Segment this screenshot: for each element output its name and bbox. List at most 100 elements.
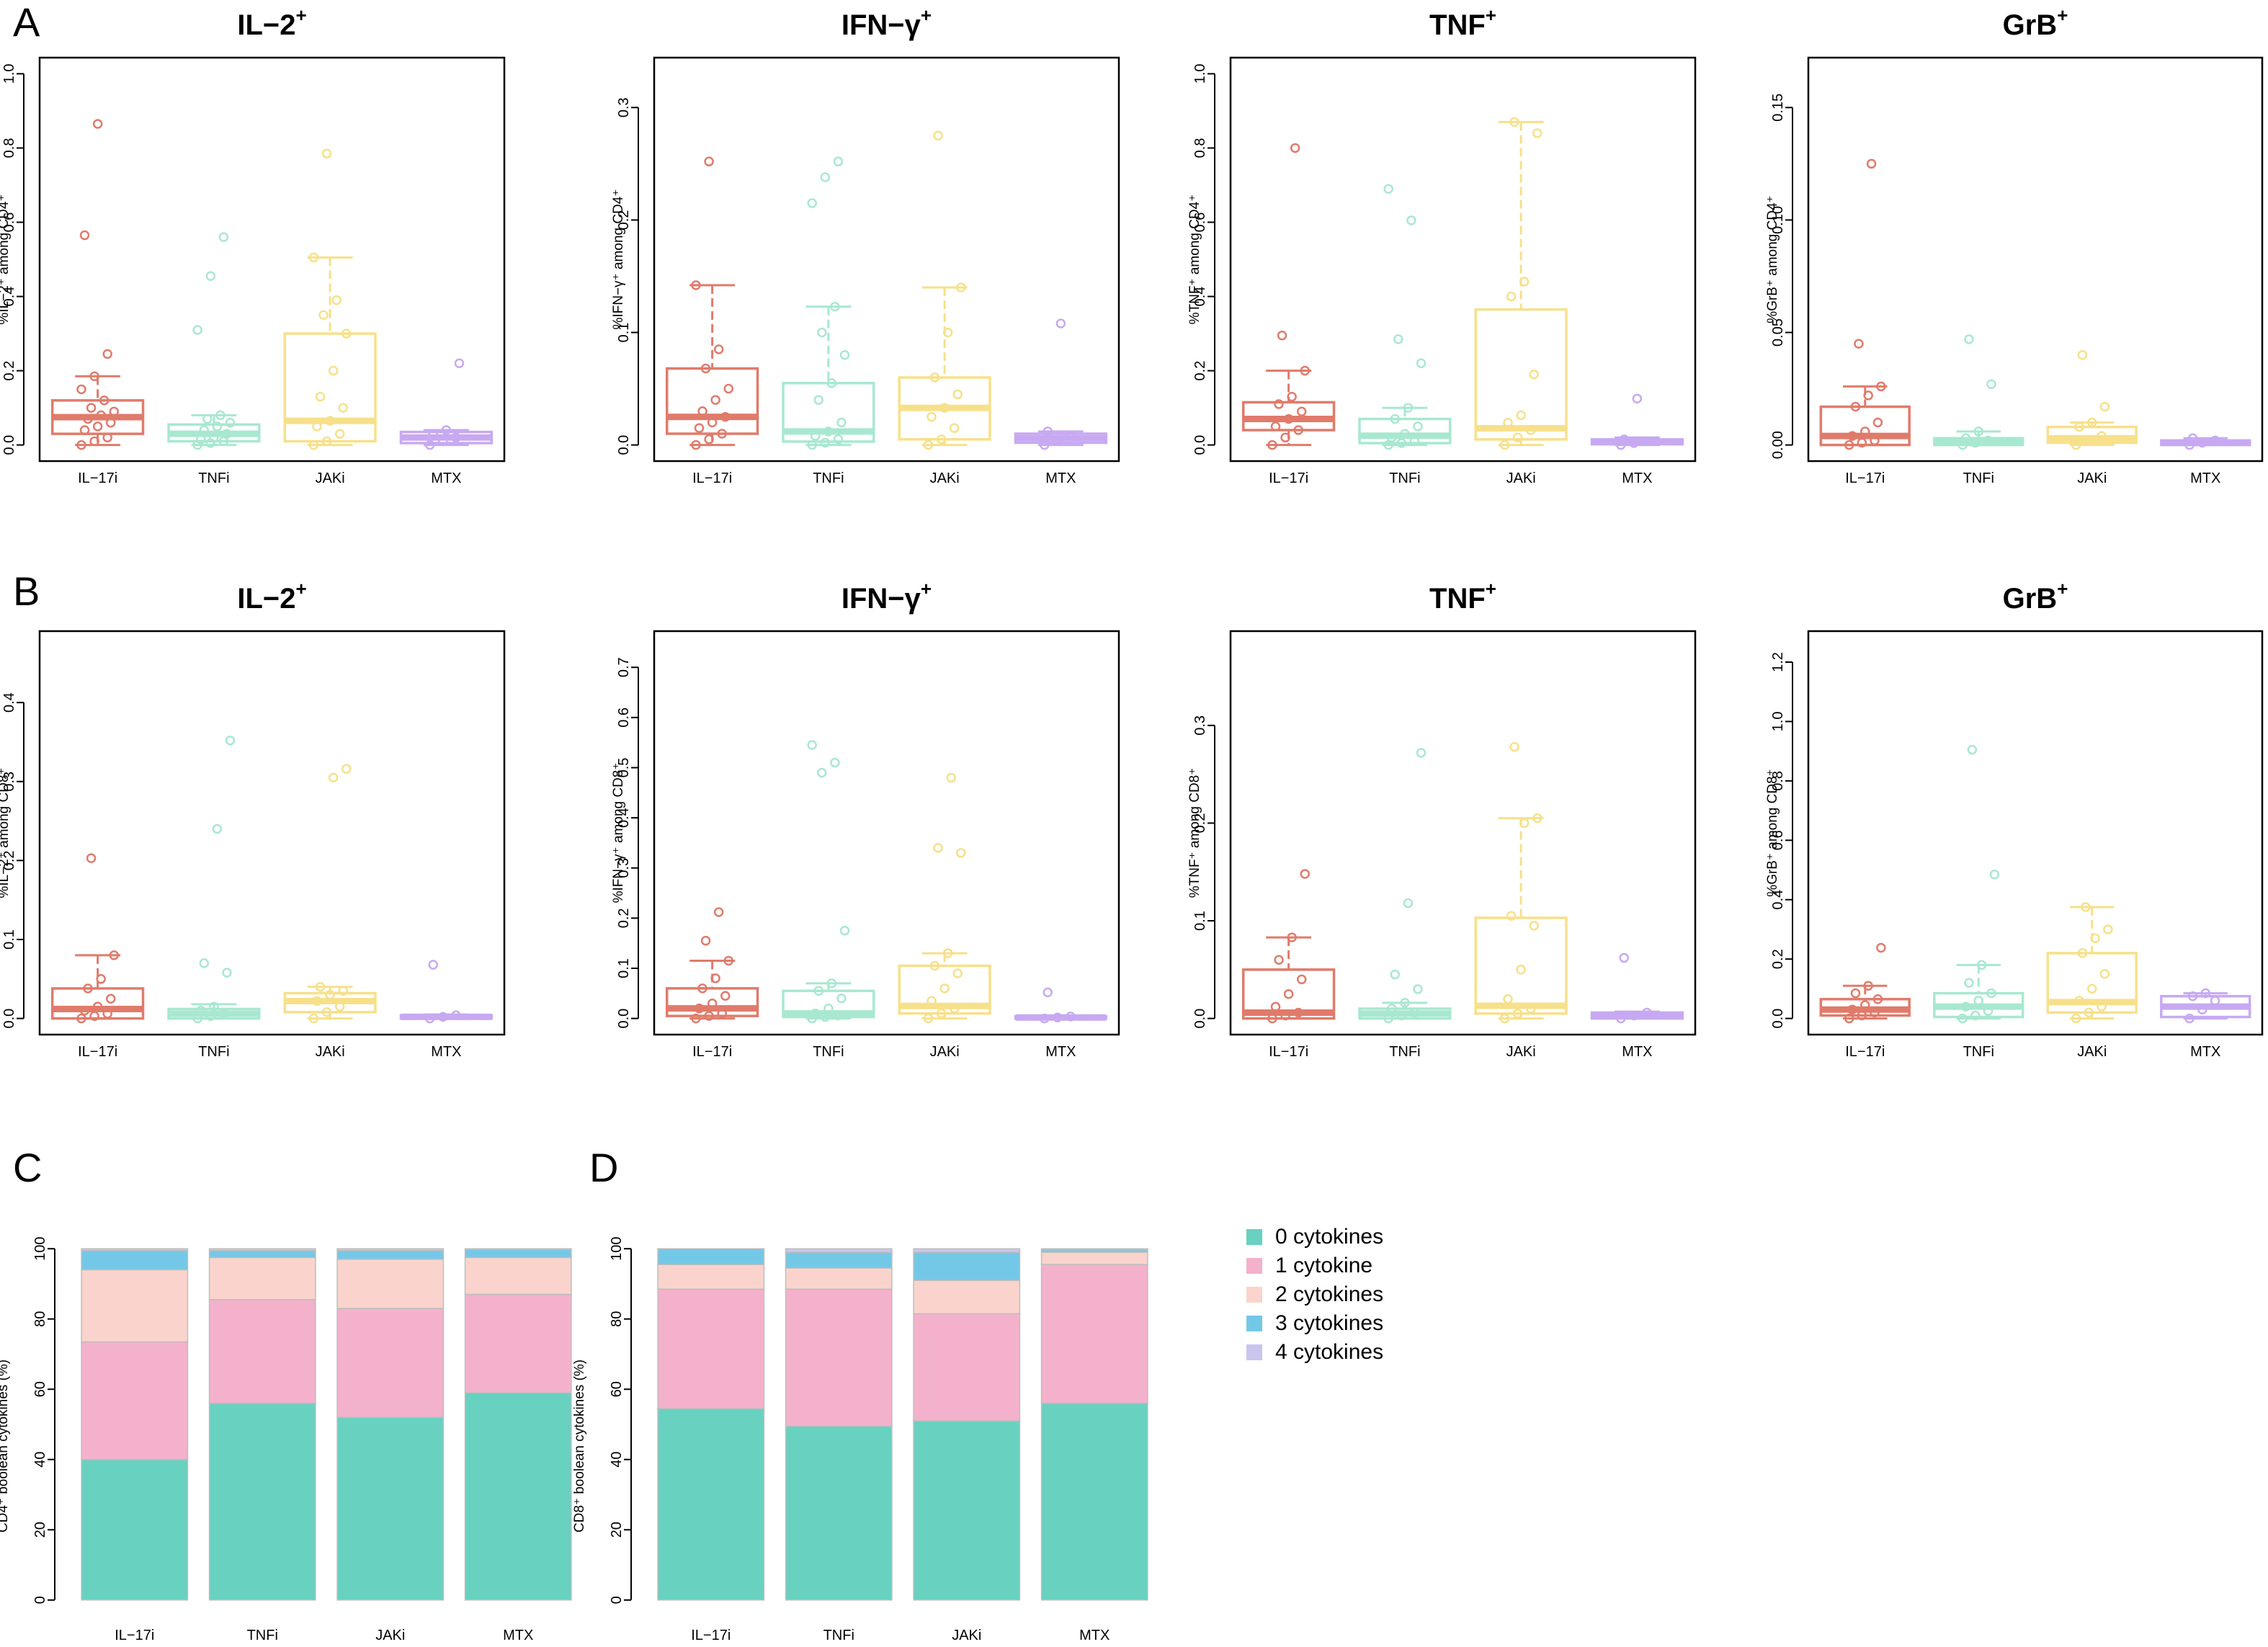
x-tick-label: JAKi bbox=[375, 1628, 405, 1643]
data-point bbox=[720, 411, 731, 422]
data-point bbox=[102, 432, 112, 443]
data-point bbox=[1960, 1001, 1971, 1012]
data-point bbox=[105, 417, 116, 428]
data-point bbox=[2200, 988, 2210, 999]
data-point bbox=[225, 417, 236, 428]
box-1 bbox=[1933, 744, 2024, 1024]
x-tick-label: MTX bbox=[1622, 470, 1652, 486]
data-point bbox=[199, 425, 210, 435]
panel-label-a: A bbox=[13, 0, 40, 45]
data-point bbox=[428, 429, 439, 439]
data-point bbox=[1506, 291, 1517, 302]
x-tick-label: JAKi bbox=[930, 1044, 960, 1060]
data-point bbox=[1053, 435, 1063, 446]
y-tick-label: 0.15 bbox=[1770, 94, 1786, 122]
y-tick-label: 0.1 bbox=[616, 323, 632, 343]
data-point bbox=[1967, 744, 1978, 755]
data-point bbox=[1529, 921, 1539, 931]
data-point bbox=[811, 1008, 821, 1019]
data-point bbox=[325, 989, 335, 1000]
bar-segment bbox=[657, 1248, 765, 1265]
plot-title: GrB+ bbox=[2003, 578, 2068, 615]
plot-title: IL−2+ bbox=[237, 4, 306, 41]
x-tick-label: JAKi bbox=[952, 1628, 981, 1643]
box-2 bbox=[1474, 117, 1568, 450]
legend-swatch bbox=[1246, 1287, 1262, 1303]
y-tick-label: 0.2 bbox=[616, 210, 632, 230]
x-tick-label: TNFi bbox=[813, 470, 844, 486]
x-tick-label: IL−17i bbox=[692, 470, 732, 486]
data-point bbox=[700, 935, 711, 946]
data-point bbox=[1986, 988, 1996, 999]
data-point bbox=[1857, 1010, 1867, 1021]
bar-segment bbox=[1040, 1251, 1148, 1265]
bar-segment bbox=[208, 1402, 316, 1601]
y-tick-label: 0.1 bbox=[616, 958, 632, 978]
box-2 bbox=[898, 130, 991, 450]
data-point bbox=[205, 271, 216, 281]
data-point bbox=[2099, 969, 2110, 979]
data-point bbox=[691, 439, 701, 450]
y-tick-label: 0.5 bbox=[616, 758, 632, 778]
data-point bbox=[1512, 432, 1523, 443]
y-axis-label: CD4⁺ boolean cytokines (%) bbox=[0, 1360, 11, 1532]
data-point bbox=[933, 130, 943, 141]
box-0 bbox=[1241, 143, 1336, 450]
data-point bbox=[192, 325, 202, 335]
box-0 bbox=[1819, 159, 1911, 450]
data-point bbox=[1989, 869, 2000, 880]
y-tick-label: 0.1 bbox=[1192, 911, 1208, 931]
data-point bbox=[1383, 184, 1393, 194]
box-2 bbox=[898, 772, 991, 1024]
data-point bbox=[215, 410, 226, 421]
data-point bbox=[1632, 393, 1643, 403]
box-1 bbox=[1933, 334, 2024, 450]
box-3 bbox=[1590, 952, 1684, 1024]
data-point bbox=[209, 1001, 219, 1012]
data-point bbox=[700, 363, 711, 374]
data-point bbox=[929, 372, 940, 383]
data-point bbox=[438, 436, 448, 447]
y-tick-label: 0.8 bbox=[1192, 138, 1208, 159]
data-point bbox=[1970, 1010, 1981, 1021]
data-point bbox=[710, 395, 720, 405]
bar-segment bbox=[913, 1420, 1021, 1601]
data-point bbox=[1857, 437, 1867, 448]
data-point bbox=[1055, 318, 1066, 329]
plot-title-sup: + bbox=[2057, 578, 2068, 599]
data-point bbox=[1290, 143, 1300, 153]
y-tick-label: 40 bbox=[609, 1452, 625, 1468]
data-point bbox=[1270, 1001, 1281, 1012]
y-axis-label: %TNF⁺ among CD4⁺ bbox=[1187, 195, 1202, 325]
bar-segment bbox=[657, 1408, 765, 1601]
x-tick-label: JAKi bbox=[2077, 470, 2107, 486]
box-1 bbox=[1358, 184, 1452, 450]
panel-label-d: D bbox=[589, 1145, 618, 1190]
plot-frame bbox=[1229, 630, 1697, 1036]
data-point bbox=[2071, 439, 2081, 450]
data-point bbox=[1043, 987, 1053, 998]
data-point bbox=[1499, 439, 1510, 450]
bar-segment bbox=[1040, 1402, 1148, 1601]
data-point bbox=[839, 926, 850, 936]
y-axis-label: %GrB⁺ among CD8⁺ bbox=[1765, 769, 1780, 896]
data-point bbox=[1400, 429, 1410, 439]
y-tick-label: 100 bbox=[609, 1237, 625, 1261]
data-point bbox=[92, 119, 103, 129]
y-tick-label: 1.0 bbox=[1770, 712, 1786, 732]
bar-segment bbox=[336, 1259, 445, 1309]
data-point bbox=[949, 423, 960, 433]
plot-title-sup: + bbox=[295, 4, 306, 26]
x-tick-label: TNFi bbox=[1389, 470, 1420, 486]
data-point bbox=[823, 1003, 834, 1014]
data-point bbox=[1066, 431, 1076, 441]
y-axis-label: %IL−2⁺ among CD8⁺ bbox=[0, 767, 12, 898]
x-tick-label: JAKi bbox=[316, 470, 345, 486]
data-point bbox=[1393, 334, 1403, 344]
data-point bbox=[720, 991, 731, 1001]
data-point bbox=[218, 232, 229, 242]
y-tick-label: 1.2 bbox=[1770, 652, 1786, 672]
y-tick-label: 0.4 bbox=[1192, 287, 1208, 307]
data-point bbox=[826, 378, 837, 388]
data-point bbox=[1525, 1004, 1536, 1014]
